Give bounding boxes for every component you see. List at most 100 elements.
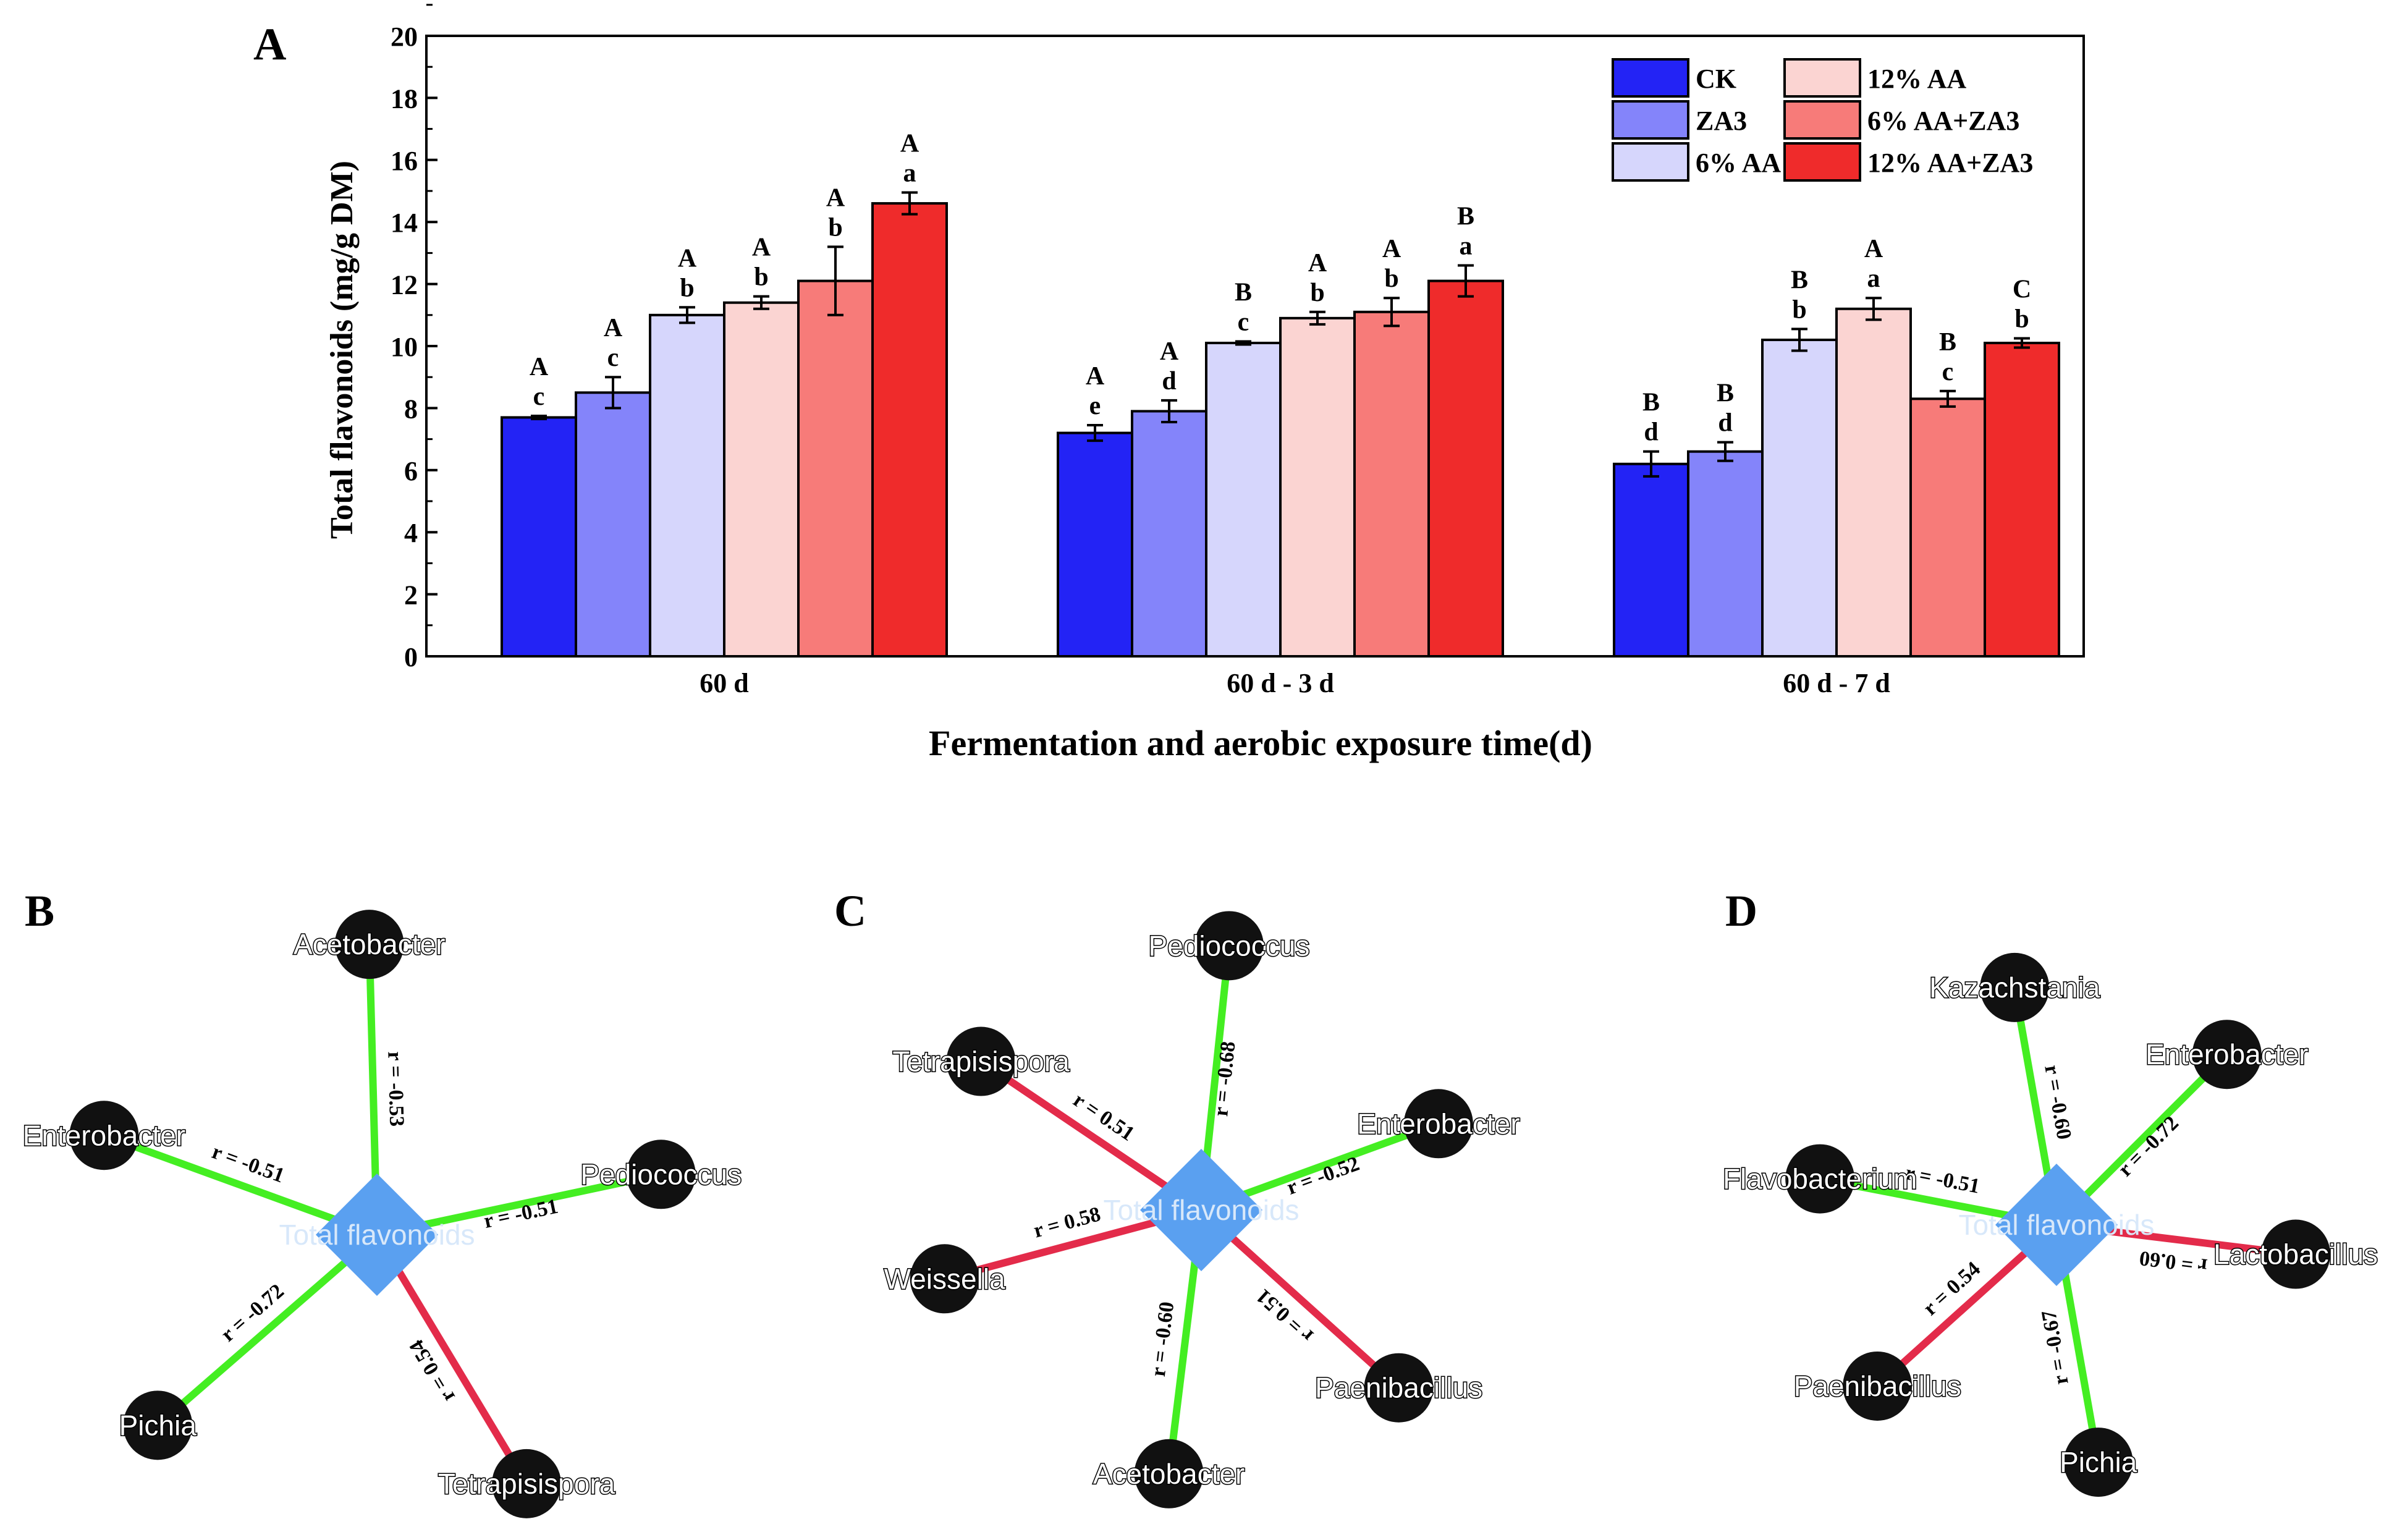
significance-lowercase: b <box>1384 264 1398 293</box>
correlation-label: r = -0.68 <box>1209 1040 1240 1117</box>
panel-d-network: D r = -0.60r = -0.72r = -0.51r = 0.60r =… <box>1722 886 2379 1497</box>
correlation-edge <box>979 1058 1204 1213</box>
significance-lowercase: a <box>903 159 916 188</box>
taxon-node <box>1364 1353 1434 1423</box>
bar <box>1279 316 1356 658</box>
significance-lowercase: d <box>1644 418 1658 447</box>
bar <box>1909 397 1986 658</box>
center-node-label: Total flavonoids <box>1103 1194 1299 1226</box>
significance-uppercase: B <box>1939 328 1956 357</box>
taxon-node <box>1785 1144 1855 1214</box>
legend-label: CK <box>1696 64 1736 94</box>
significance-uppercase: A <box>1864 235 1883 263</box>
significance-uppercase: A <box>1160 337 1179 366</box>
taxon-label: Weissella <box>884 1263 1005 1295</box>
significance-uppercase: B <box>1235 278 1252 307</box>
correlation-label: r = -0.60 <box>1147 1300 1179 1377</box>
center-node-label: Total flavonoids <box>279 1219 475 1251</box>
taxon-node <box>910 1244 979 1314</box>
taxon-node <box>334 910 404 979</box>
bar <box>1057 431 1133 658</box>
taxon-node <box>2192 1020 2262 1089</box>
significance-uppercase: B <box>1642 389 1660 417</box>
center-node <box>1995 1164 2118 1286</box>
center-node <box>316 1174 438 1296</box>
y-tick-label: 16 <box>391 146 418 176</box>
significance-uppercase: A <box>1382 235 1401 263</box>
legend-label: 6% AA+ZA3 <box>1867 106 2019 136</box>
correlation-label: r = -0.72 <box>2114 1112 2183 1181</box>
legend-swatch <box>1783 142 1861 182</box>
significance-uppercase: A <box>678 244 697 273</box>
significance-lowercase: c <box>1238 308 1249 336</box>
legend-swatch <box>1783 100 1861 140</box>
significance-lowercase: b <box>754 263 768 292</box>
center-node-label: Total flavonoids <box>1958 1209 2154 1241</box>
bar <box>1835 307 1912 658</box>
panel-c-network: C r = -0.68r = 0.51r = -0.52r = 0.58r = … <box>834 886 1521 1508</box>
bar <box>871 202 948 658</box>
x-tick-label: 60 d - 7 d <box>1783 668 1890 698</box>
panel-d-label: D <box>1725 886 1757 936</box>
taxon-node <box>626 1140 696 1209</box>
legend-label: 12% AA <box>1867 64 1966 94</box>
bar <box>501 416 577 658</box>
center-node <box>1140 1149 1262 1271</box>
legend-label: 12% AA+ZA3 <box>1867 148 2033 178</box>
taxon-label: Acetobacter <box>294 928 445 960</box>
taxon-label: Lactobacillus <box>2213 1238 2378 1271</box>
correlation-edge <box>373 1232 530 1486</box>
significance-lowercase: c <box>533 383 545 411</box>
correlation-label: r = -0.53 <box>383 1051 408 1127</box>
y-axis-label: Total flavonoids (mg/g DM) <box>324 161 360 539</box>
correlation-label: r = 0.54 <box>1919 1258 1985 1320</box>
significance-uppercase: A <box>530 353 549 381</box>
y-tick-label: 20 <box>391 22 418 52</box>
y-tick-label: 12 <box>391 270 418 300</box>
taxon-node <box>123 1390 193 1460</box>
y-tick-label: 18 <box>391 83 418 114</box>
panel-c-label: C <box>834 886 866 936</box>
taxon-node <box>2063 1428 2133 1497</box>
taxon-label: Pichia <box>2060 1446 2137 1478</box>
significance-lowercase: c <box>1942 358 1954 386</box>
panel-b-label: B <box>25 886 54 936</box>
taxon-node <box>2261 1219 2331 1289</box>
legend: CK ZA3 6% AA 12% AA 6% AA+ZA3 12% AA+ZA3 <box>1612 58 2033 182</box>
correlation-label: r = -0.72 <box>217 1280 289 1347</box>
taxon-label: Pichia <box>119 1409 197 1441</box>
y-tick-label: 6 <box>404 456 418 486</box>
x-axis-label: Fermentation and aerobic exposure time(d… <box>929 723 1592 763</box>
correlation-edge <box>1198 1207 1401 1391</box>
taxon-label: Acetobacter <box>1093 1458 1245 1490</box>
taxon-node <box>492 1449 562 1518</box>
taxon-label: Paenibacillus <box>1315 1372 1482 1404</box>
significance-lowercase: b <box>2014 305 2029 333</box>
taxon-label: Kazachstania <box>1929 971 2100 1004</box>
x-tick-label: 60 d - 3 d <box>1227 668 1334 698</box>
significance-uppercase: A <box>604 314 623 342</box>
taxon-label: Enterobacter <box>1357 1107 1520 1140</box>
y-tick-label: 14 <box>391 208 418 238</box>
bar <box>575 391 651 658</box>
bar <box>1687 450 1764 658</box>
correlation-label: r = 0.60 <box>2138 1246 2209 1277</box>
y-tick-label: 0 <box>404 642 418 672</box>
bar <box>1761 338 1838 658</box>
legend-swatch <box>1612 100 1689 140</box>
correlation-label: r = 0.51 <box>1069 1088 1138 1145</box>
significance-uppercase: A <box>1086 362 1105 391</box>
taxon-node <box>1843 1351 1913 1421</box>
significance-lowercase: c <box>607 344 619 372</box>
significance-uppercase: B <box>1457 202 1474 231</box>
legend-swatch <box>1612 142 1689 182</box>
significance-lowercase: b <box>1310 279 1324 307</box>
significance-uppercase: A <box>1308 249 1327 277</box>
taxon-node <box>1194 911 1264 981</box>
significance-lowercase: b <box>1792 295 1806 324</box>
legend-swatch <box>1783 58 1861 98</box>
taxon-label: Tetrapisispora <box>892 1046 1070 1078</box>
significance-lowercase: b <box>828 213 842 242</box>
network-nodes: Acetobacter Enterobacter Pediococcus Pichia… <box>22 910 743 1518</box>
